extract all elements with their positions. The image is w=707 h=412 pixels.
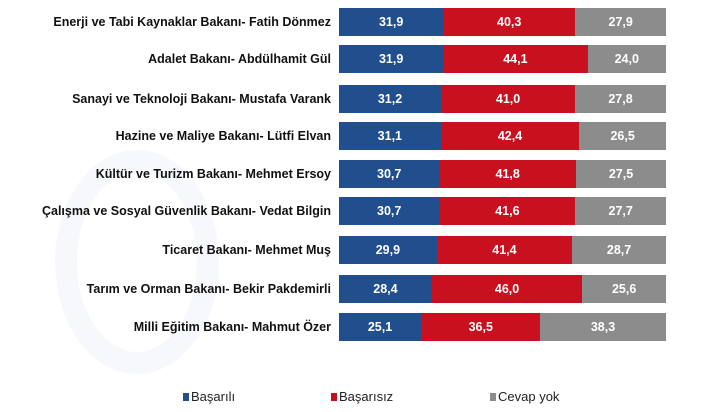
- bar-segment-başarısız: 41,0: [441, 85, 576, 113]
- data-label: 42,4: [497, 129, 523, 143]
- legend-item: Başarılı: [183, 389, 235, 404]
- bar-segment-başarısız: 41,8: [439, 160, 577, 188]
- bar-segment-cevap-yok: 26,5: [579, 122, 666, 150]
- data-label: 26,5: [610, 129, 635, 143]
- legend-swatch: [490, 392, 496, 401]
- bar-segment-cevap-yok: 27,8: [575, 85, 666, 113]
- data-label: 31,1: [377, 129, 403, 143]
- legend-item: Başarısız: [331, 389, 393, 404]
- legend-swatch: [183, 392, 189, 401]
- data-label: 41,8: [495, 167, 520, 181]
- data-label: 27,8: [608, 92, 633, 106]
- legend-label: Başarılı: [191, 389, 236, 404]
- data-label: 27,7: [608, 204, 633, 218]
- bar-segment-başarısız: 42,4: [440, 122, 580, 150]
- legend-label: Cevap yok: [498, 389, 560, 404]
- category-label: Enerji ve Tabi Kaynaklar Bakanı- Fatih D…: [53, 15, 331, 29]
- category-label: Sanayi ve Teknoloji Bakanı- Mustafa Vara…: [72, 92, 331, 106]
- data-label: 27,9: [608, 15, 633, 29]
- data-label: 31,9: [378, 52, 404, 66]
- data-label: 40,3: [497, 15, 522, 29]
- bar-segment-başarısız: 36,5: [421, 313, 541, 341]
- bar-segment-başarısız: 41,4: [436, 236, 573, 264]
- legend-swatch: [331, 392, 337, 401]
- data-label: 41,6: [495, 204, 520, 218]
- data-label: 38,3: [590, 320, 616, 334]
- legend-label: Başarısız: [339, 389, 394, 404]
- category-label: Milli Eğitim Bakanı- Mahmut Özer: [133, 320, 331, 334]
- bar-segment-başarılı: 29,9: [339, 236, 437, 264]
- bar-segment-başarısız: 46,0: [431, 275, 583, 303]
- data-label: 44,1: [503, 52, 528, 66]
- bar-segment-başarılı: 31,9: [339, 45, 444, 73]
- category-label: Kültür ve Turizm Bakanı- Mehmet Ersoy: [95, 167, 331, 181]
- category-label: Hazine ve Maliye Bakanı- Lütfi Elvan: [115, 129, 331, 143]
- legend-item: Cevap yok: [490, 389, 559, 404]
- data-label: 30,7: [377, 167, 402, 181]
- bar-segment-cevap-yok: 27,9: [575, 8, 667, 36]
- data-label: 36,5: [468, 320, 493, 334]
- data-label: 24,0: [614, 52, 639, 66]
- data-label: 25,1: [367, 320, 393, 334]
- bar-segment-başarısız: 41,6: [439, 197, 576, 225]
- data-label: 30,7: [377, 204, 402, 218]
- bar-segment-başarılı: 25,1: [339, 313, 422, 341]
- bar-segment-başarılı: 31,2: [339, 85, 442, 113]
- data-label: 41,0: [495, 92, 521, 106]
- data-label: 27,5: [608, 167, 634, 181]
- bar-segment-başarılı: 30,7: [339, 197, 440, 225]
- category-label: Ticaret Bakanı- Mehmet Muş: [162, 243, 331, 257]
- legend: Başarılı Başarısız Cevap yok: [0, 389, 707, 407]
- category-label: Çalışma ve Sosyal Güvenlik Bakanı- Vedat…: [41, 204, 331, 218]
- bar-segment-başarılı: 28,4: [339, 275, 432, 303]
- data-label: 25,6: [611, 282, 637, 296]
- bar-segment-cevap-yok: 27,7: [575, 197, 666, 225]
- data-label: 28,4: [373, 282, 398, 296]
- bar-segment-cevap-yok: 28,7: [572, 236, 666, 264]
- data-label: 46,0: [494, 282, 520, 296]
- data-label: 28,7: [606, 243, 632, 257]
- data-label: 31,2: [377, 92, 403, 106]
- bar-segment-cevap-yok: 24,0: [587, 45, 666, 73]
- bar-segment-başarısız: 44,1: [443, 45, 588, 73]
- category-label: Adalet Bakanı- Abdülhamit Gül: [148, 52, 331, 66]
- bar-segment-cevap-yok: 38,3: [540, 313, 666, 341]
- data-label: 41,4: [492, 243, 517, 257]
- bar-segment-başarılı: 30,7: [339, 160, 440, 188]
- data-label: 29,9: [375, 243, 401, 257]
- data-label: 31,9: [378, 15, 404, 29]
- category-label: Tarım ve Orman Bakanı- Bekir Pakdemirli: [86, 282, 331, 296]
- bar-segment-başarılı: 31,1: [339, 122, 441, 150]
- bar-segment-başarılı: 31,9: [339, 8, 444, 36]
- bar-segment-başarısız: 40,3: [443, 8, 576, 36]
- bar-segment-cevap-yok: 27,5: [576, 160, 666, 188]
- bar-segment-cevap-yok: 25,6: [582, 275, 666, 303]
